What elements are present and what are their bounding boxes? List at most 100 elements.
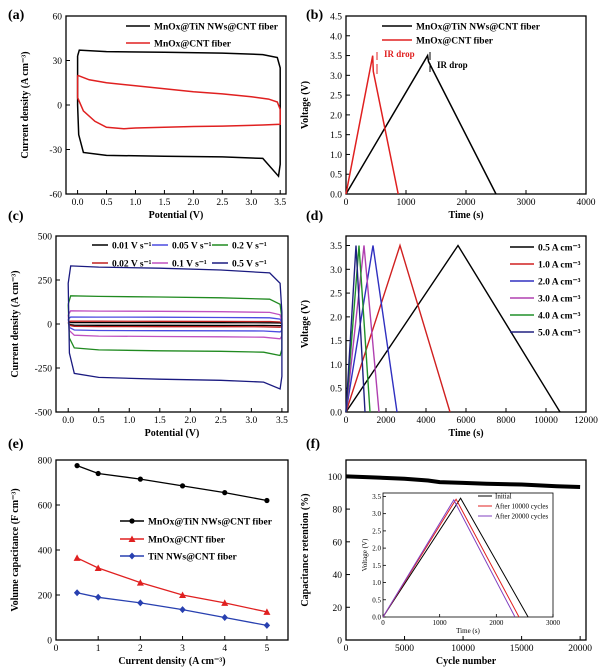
panel-a: 0.0 0.5 1.0 1.5 2.0 2.5 3.0 3.5 60 30 0 -30 -60 Poten… [8, 8, 287, 221]
data-point [137, 476, 143, 482]
gcd-curve [345, 245, 398, 413]
x-tick-label: 0.5 [101, 198, 113, 208]
x-tick-label: 4000 [417, 416, 436, 426]
panel-label: (e) [8, 437, 24, 452]
panel-d: 0 2000 4000 6000 8000 10000 12000 0.0 0.5 1.0 1.5 2… [300, 209, 598, 439]
data-point [221, 599, 229, 606]
legend-label: 0.5 A cm⁻³ [538, 244, 581, 254]
x-tick-label: 0.0 [72, 198, 84, 208]
inset-x-tick-label: 1000 [433, 619, 448, 627]
legend-label: MnOx@CNT fiber [416, 37, 494, 47]
x-tick-label: 6000 [457, 416, 476, 426]
data-point [73, 589, 81, 597]
x-tick-label: 3 [180, 644, 185, 654]
legend-label: 0.5 V s⁻¹ [232, 260, 267, 270]
cv-curve [76, 49, 281, 178]
y-tick-label: 0.0 [330, 191, 342, 201]
inset-y-tick-label: 3.0 [372, 510, 381, 518]
data-point [179, 606, 186, 614]
x-tick-label: 1.0 [130, 198, 142, 208]
x-axis-label: Cycle number [436, 656, 497, 667]
ir-drop-label: IR drop [384, 49, 415, 59]
data-point [179, 483, 186, 489]
series-line [76, 557, 268, 613]
x-tick-label: 2.5 [216, 198, 228, 208]
gcd-curve [345, 245, 366, 413]
x-tick-label: 0.0 [62, 416, 74, 426]
inset-y-tick-label: 2.5 [372, 527, 381, 535]
panel-c: 0.0 0.5 1.0 1.5 2.0 2.5 3.0 3.5 500 250 0 -250 -500 P… [8, 209, 289, 439]
y-tick-label: 0.5 [330, 385, 342, 395]
y-tick-label: -500 [35, 409, 53, 419]
data-point [137, 599, 144, 607]
y-tick-label: 500 [38, 233, 53, 243]
y-tick-label: 1.0 [330, 361, 342, 371]
x-tick-label: 2.0 [184, 416, 196, 426]
x-tick-label: 1.5 [158, 198, 170, 208]
data-point [128, 535, 136, 542]
x-tick-label: 8000 [497, 416, 516, 426]
panel-label: (d) [306, 209, 323, 224]
legend-label: MnOx@CNT fiber [154, 40, 232, 50]
x-axis-label: Current density (A cm⁻³) [118, 656, 225, 667]
y-tick-label: 0 [337, 637, 342, 647]
inset-y-tick-label: 1.5 [372, 562, 381, 570]
y-tick-label: 200 [38, 592, 53, 602]
data-point [179, 591, 187, 598]
x-tick-label: 10000 [451, 644, 475, 654]
legend-label: MnOx@CNT fiber [148, 536, 226, 546]
y-axis-label: Capacitance retention (%) [300, 493, 311, 606]
x-tick-label: 20000 [568, 644, 592, 654]
y-tick-label: 4.0 [330, 32, 342, 42]
cv-curve [67, 316, 283, 333]
x-tick-label: 5 [265, 644, 270, 654]
gcd-curve [345, 243, 451, 413]
inset-legend-label: After 10000 cycles [495, 503, 549, 511]
plot-frame [345, 459, 587, 641]
inset-y-tick-label: 3.5 [372, 493, 381, 501]
data-point [74, 463, 80, 469]
legend-label: 0.2 V s⁻¹ [232, 242, 267, 252]
panel-e: 0 1 2 3 4 5 0 200 400 600 800 Current density (A cm… [8, 437, 289, 667]
x-tick-label: 2 [138, 644, 143, 654]
inset-y-tick-label: 1.0 [372, 579, 381, 587]
data-point [94, 564, 102, 571]
y-tick-label: 30 [53, 57, 63, 67]
y-tick-label: 0 [47, 637, 52, 647]
panel-label: (b) [306, 8, 323, 23]
y-axis-label: Volume capacitance (F cm⁻³) [10, 488, 21, 611]
y-tick-label: 20 [333, 604, 343, 614]
inset-y-tick-label: 0.0 [372, 614, 381, 622]
x-tick-label: 5000 [395, 644, 414, 654]
inset-x-tick-label: 3000 [546, 619, 561, 627]
x-tick-label: 15000 [510, 644, 534, 654]
legend-label: MnOx@TiN NWs@CNT fiber [148, 518, 273, 528]
y-tick-label: 2.0 [330, 111, 342, 121]
cv-curve [67, 321, 283, 327]
x-tick-label: 4000 [577, 198, 596, 208]
y-tick-label: 2.5 [330, 92, 342, 102]
series-line [76, 592, 268, 627]
panel-b: 0 1000 2000 3000 4000 0.0 0.5 1.0 1.5 2.0 2.5 3.0 3.… [300, 8, 596, 221]
y-axis-label: Voltage (V) [300, 300, 311, 348]
series-line [76, 464, 268, 502]
data-point [129, 518, 135, 524]
x-tick-label: 1.5 [154, 416, 166, 426]
x-tick-label: 1 [96, 644, 101, 654]
y-tick-label: 1.0 [330, 151, 342, 161]
y-tick-label: 600 [38, 502, 53, 512]
gcd-curve [345, 53, 497, 195]
x-axis-label: Time (s) [448, 428, 483, 439]
x-tick-label: 0 [344, 416, 349, 426]
y-tick-label: -250 [35, 365, 53, 375]
data-point [94, 593, 102, 601]
data-point [264, 497, 270, 504]
data-point [95, 470, 101, 477]
x-tick-label: 3.5 [276, 416, 288, 426]
legend-label: 0.01 V s⁻¹ [112, 242, 152, 252]
gcd-curve [345, 245, 380, 413]
legend-label: 0.05 V s⁻¹ [172, 242, 212, 252]
y-tick-label: 60 [53, 13, 63, 23]
y-tick-label: 3.0 [330, 72, 342, 82]
